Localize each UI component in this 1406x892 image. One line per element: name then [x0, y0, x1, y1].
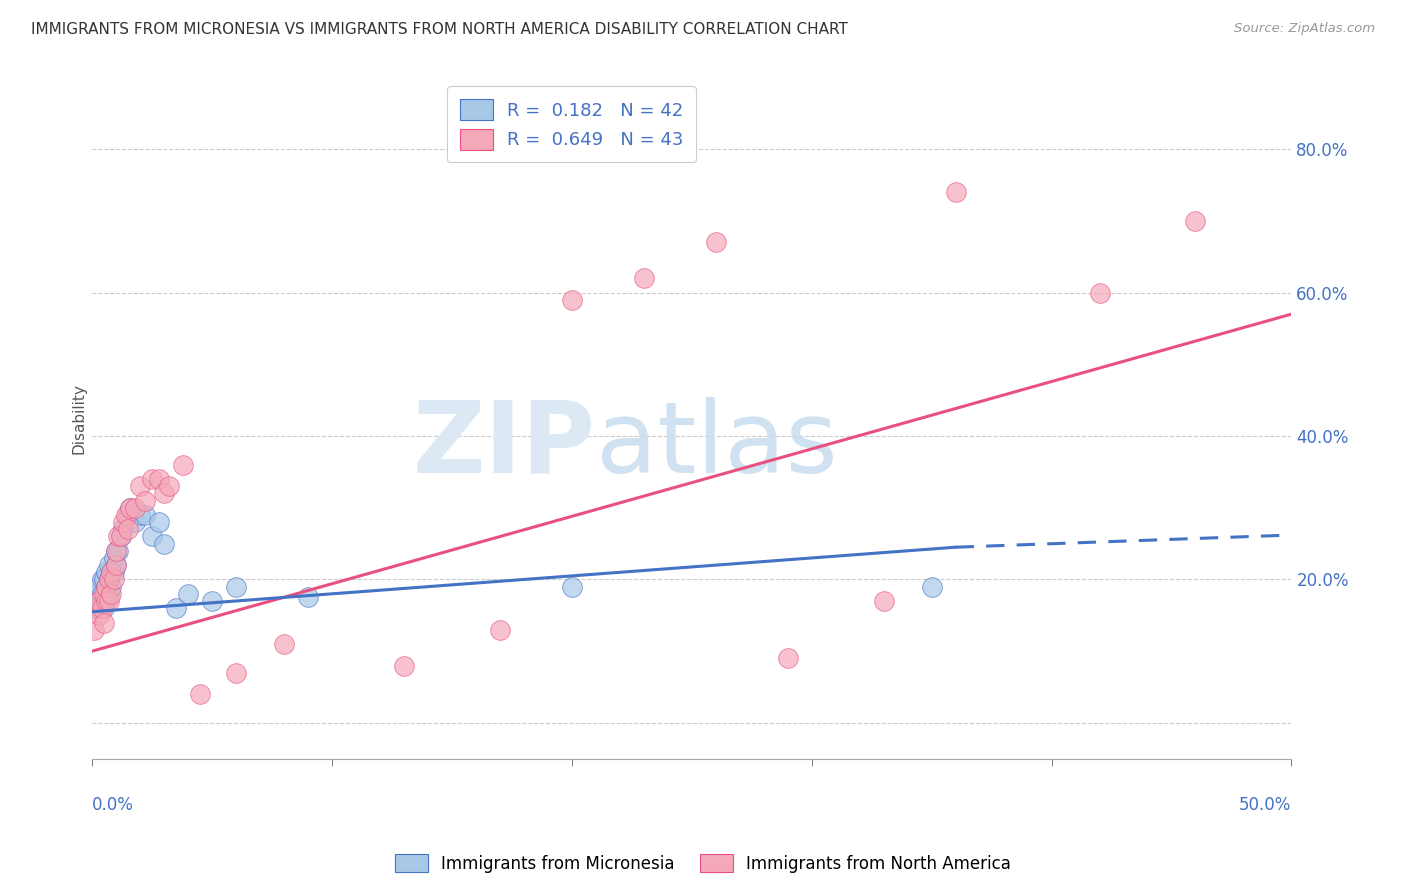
Text: ZIP: ZIP: [413, 397, 596, 494]
Point: [107, 543, 129, 558]
Point: [97, 594, 120, 608]
Point: [96, 580, 118, 594]
Point: [96, 594, 118, 608]
Point: [100, 566, 122, 580]
Point: [141, 529, 163, 543]
Point: [1184, 214, 1206, 228]
Point: [100, 587, 122, 601]
Point: [89, 594, 111, 608]
Point: [93, 587, 115, 601]
Point: [153, 486, 176, 500]
Point: [172, 458, 194, 472]
Point: [86, 594, 108, 608]
Point: [148, 472, 170, 486]
Point: [112, 522, 135, 536]
Point: [96, 566, 118, 580]
Point: [117, 508, 139, 522]
Point: [117, 522, 139, 536]
Point: [776, 651, 799, 665]
Point: [225, 665, 247, 680]
Point: [90, 601, 112, 615]
Point: [100, 580, 122, 594]
Point: [392, 658, 415, 673]
Point: [110, 529, 132, 543]
Point: [100, 566, 122, 580]
Point: [165, 601, 187, 615]
Point: [90, 587, 112, 601]
Point: [96, 587, 118, 601]
Point: [188, 687, 211, 701]
Point: [153, 536, 176, 550]
Point: [297, 591, 319, 605]
Text: Source: ZipAtlas.com: Source: ZipAtlas.com: [1234, 22, 1375, 36]
Point: [89, 594, 111, 608]
Point: [86, 601, 108, 615]
Y-axis label: Disability: Disability: [72, 383, 86, 453]
Point: [945, 185, 967, 199]
Point: [124, 515, 146, 529]
Point: [97, 587, 120, 601]
Point: [89, 608, 111, 623]
Point: [201, 594, 224, 608]
Point: [103, 566, 125, 580]
Point: [561, 293, 583, 307]
Point: [104, 543, 127, 558]
Point: [93, 601, 115, 615]
Point: [633, 271, 655, 285]
Legend: R =  0.182   N = 42, R =  0.649   N = 43: R = 0.182 N = 42, R = 0.649 N = 43: [447, 87, 696, 162]
Point: [90, 594, 112, 608]
Point: [273, 637, 295, 651]
Point: [96, 580, 118, 594]
Point: [112, 515, 135, 529]
Point: [104, 558, 127, 573]
Point: [704, 235, 727, 250]
Point: [157, 479, 180, 493]
Point: [83, 623, 105, 637]
Point: [97, 573, 120, 587]
Point: [89, 580, 111, 594]
Point: [872, 594, 894, 608]
Point: [104, 543, 127, 558]
Text: 0.0%: 0.0%: [91, 797, 134, 814]
Point: [103, 551, 125, 566]
Point: [97, 573, 120, 587]
Point: [120, 500, 142, 515]
Point: [107, 529, 129, 543]
Legend: Immigrants from Micronesia, Immigrants from North America: Immigrants from Micronesia, Immigrants f…: [388, 847, 1018, 880]
Text: IMMIGRANTS FROM MICRONESIA VS IMMIGRANTS FROM NORTH AMERICA DISABILITY CORRELATI: IMMIGRANTS FROM MICRONESIA VS IMMIGRANTS…: [31, 22, 848, 37]
Point: [103, 573, 125, 587]
Point: [129, 479, 152, 493]
Point: [83, 601, 105, 615]
Point: [124, 500, 146, 515]
Point: [1088, 285, 1111, 300]
Point: [120, 500, 142, 515]
Point: [921, 580, 943, 594]
Point: [93, 573, 115, 587]
Text: 50.0%: 50.0%: [1239, 797, 1292, 814]
Point: [225, 580, 247, 594]
Point: [177, 587, 200, 601]
Point: [129, 508, 152, 522]
Point: [104, 558, 127, 573]
Text: atlas: atlas: [596, 397, 838, 494]
Point: [97, 558, 120, 573]
Point: [148, 515, 170, 529]
Point: [561, 580, 583, 594]
Point: [90, 573, 112, 587]
Point: [134, 508, 156, 522]
Point: [86, 587, 108, 601]
Point: [93, 594, 115, 608]
Point: [93, 615, 115, 630]
Point: [134, 493, 156, 508]
Point: [110, 529, 132, 543]
Point: [488, 623, 510, 637]
Point: [89, 601, 111, 615]
Point: [141, 472, 163, 486]
Point: [114, 508, 136, 522]
